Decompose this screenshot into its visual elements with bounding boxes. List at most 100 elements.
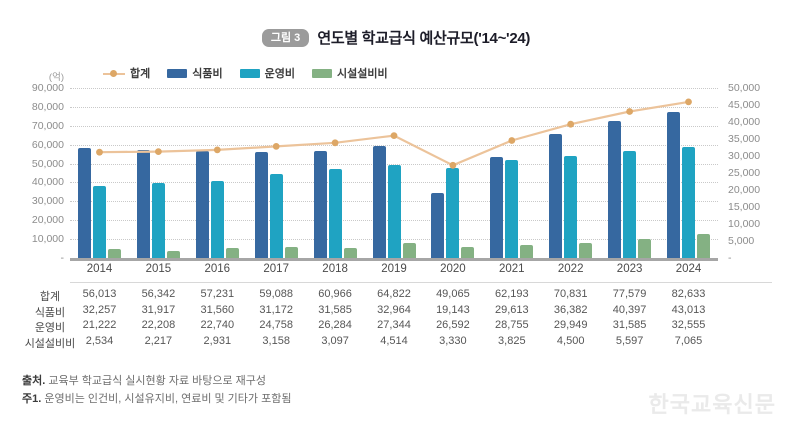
table-cell: 31,917 <box>141 303 176 316</box>
total-marker-2024 <box>685 98 692 106</box>
row-label: 합계 <box>39 291 61 303</box>
x-axis-labels: 2014 2015 2016 2017 2018 2019 2020 2021 2022 2023… <box>70 263 718 278</box>
table-cell: 32,555 <box>671 319 706 331</box>
bar-operation-2017 <box>269 173 283 258</box>
bar-food-2024 <box>667 111 680 258</box>
table-cell: 29,613 <box>494 303 529 316</box>
left-axis-tick: 70,000 <box>31 119 64 132</box>
table-separator <box>70 282 772 283</box>
table-cell: 2,931 <box>203 334 232 347</box>
bar-operation-2019 <box>387 165 401 258</box>
legend-item-operation: 운영비 <box>239 65 295 81</box>
right-axis-tick: 40,000 <box>728 116 761 128</box>
total-marker-2021 <box>508 137 516 144</box>
table-cell: 56,342 <box>141 288 176 300</box>
table-cell: 3,158 <box>262 334 290 347</box>
source-note: 출처. 교육부 학교급식 실시현황 자료 바탕으로 재구성 <box>22 372 291 390</box>
bar-food-2022 <box>549 134 563 258</box>
total-marker-2019 <box>390 132 398 139</box>
right-axis-tick: 35,000 <box>728 133 761 145</box>
table-cell: 24,758 <box>259 319 294 331</box>
bar-food-2023 <box>608 120 622 258</box>
chart-header: 그림 3 연도별 학교급식 예산규모('14~'24) <box>0 27 792 48</box>
table-row-1: 합계 56,013 56,342 57,231 59,088 60,966 64,822 49… <box>0 288 792 303</box>
right-axis-tick: - <box>728 252 732 264</box>
table-row-2: 식품비 32,257 31,917 31,560 31,172 31,585 32,964 1… <box>0 304 792 319</box>
plot-area <box>70 88 718 261</box>
table-cell: 57,231 <box>200 288 235 300</box>
table-cell: 29,949 <box>553 319 588 331</box>
year-label-2020: 2020 <box>440 263 466 275</box>
table-cell: 27,344 <box>377 319 411 331</box>
gridline <box>70 106 718 108</box>
table-cell: 43,013 <box>671 303 706 316</box>
table-cell: 31,585 <box>318 303 352 316</box>
right-axis-tick: 30,000 <box>728 150 761 162</box>
watermark: 한국교육신문 <box>648 392 776 417</box>
right-axis-tick: 10,000 <box>728 218 761 230</box>
year-label-2024: 2024 <box>675 263 702 275</box>
total-marker-2015 <box>155 148 162 155</box>
table-cell: 40,397 <box>612 303 647 316</box>
left-axis: 90,000 80,000 70,000 60,000 50,000 40,000 30,0… <box>18 82 64 264</box>
table-cell: 26,284 <box>318 319 352 331</box>
year-label-2016: 2016 <box>204 263 231 275</box>
table-cell: 3,097 <box>321 334 349 347</box>
right-axis-tick: 20,000 <box>728 184 761 196</box>
bar-swatch-icon <box>239 68 260 78</box>
left-axis-tick: 20,000 <box>31 214 64 227</box>
year-label-2015: 2015 <box>145 263 172 275</box>
left-axis-tick: 50,000 <box>31 157 64 170</box>
source-text: 교육부 학교급식 실시현황 자료 바탕으로 재구성 <box>48 375 267 387</box>
bar-facility-2021 <box>520 245 534 258</box>
bar-facility-2020 <box>461 246 475 258</box>
bar-facility-2014 <box>108 249 121 258</box>
bar-facility-2016 <box>225 248 239 258</box>
figure-number-badge: 그림 3 <box>261 28 310 47</box>
axis-unit-label: (억) <box>48 72 64 83</box>
legend-label: 식품비 <box>192 68 223 80</box>
bar-facility-2022 <box>579 242 593 258</box>
bar-swatch-icon <box>167 68 188 78</box>
footnote-1: 주1. 운영비는 인건비, 시설유지비, 연료비 및 기타가 포함됨 <box>22 390 291 408</box>
bar-food-2018 <box>313 150 327 258</box>
line-marker-icon <box>103 69 125 78</box>
bar-food-2014 <box>78 148 91 258</box>
table-cell: 7,065 <box>674 334 703 347</box>
year-label-2023: 2023 <box>616 263 643 275</box>
table-cell: 82,633 <box>671 288 706 300</box>
total-marker-2014 <box>96 148 103 156</box>
table-cell: 22,208 <box>141 319 176 331</box>
table-cell: 3,330 <box>439 334 467 347</box>
legend-label: 합계 <box>130 68 151 80</box>
table-cell: 49,065 <box>436 288 470 300</box>
total-marker-2023 <box>626 108 633 115</box>
bar-food-2015 <box>136 149 150 258</box>
legend-label: 시설설비비 <box>337 68 388 80</box>
gridline <box>70 88 718 89</box>
table-cell: 2,217 <box>144 334 173 347</box>
row-label: 운영비 <box>34 322 66 334</box>
year-label-2021: 2021 <box>499 263 525 275</box>
legend-item-total: 합계 <box>103 65 150 81</box>
table-cell: 77,579 <box>612 288 647 300</box>
table-cell: 3,825 <box>498 334 526 347</box>
bar-food-2017 <box>254 152 268 258</box>
bar-facility-2023 <box>638 239 652 258</box>
table-cell: 4,514 <box>380 334 408 347</box>
bar-facility-2018 <box>343 247 357 258</box>
table-cell: 2,534 <box>85 334 114 347</box>
bar-swatch-icon <box>312 68 332 78</box>
table-cell: 32,964 <box>377 303 411 316</box>
bar-facility-2019 <box>402 242 416 258</box>
year-label-2019: 2019 <box>381 263 407 275</box>
bar-operation-2016 <box>210 180 224 258</box>
left-axis-tick: 60,000 <box>31 138 64 151</box>
table-cell: 31,560 <box>200 303 235 316</box>
bar-operation-2015 <box>151 182 165 258</box>
year-label-2018: 2018 <box>322 263 348 275</box>
bar-operation-2024 <box>682 147 695 258</box>
legend: 합계 식품비 운영비 시설설비비 <box>103 65 388 81</box>
left-axis-tick: 30,000 <box>31 195 64 208</box>
